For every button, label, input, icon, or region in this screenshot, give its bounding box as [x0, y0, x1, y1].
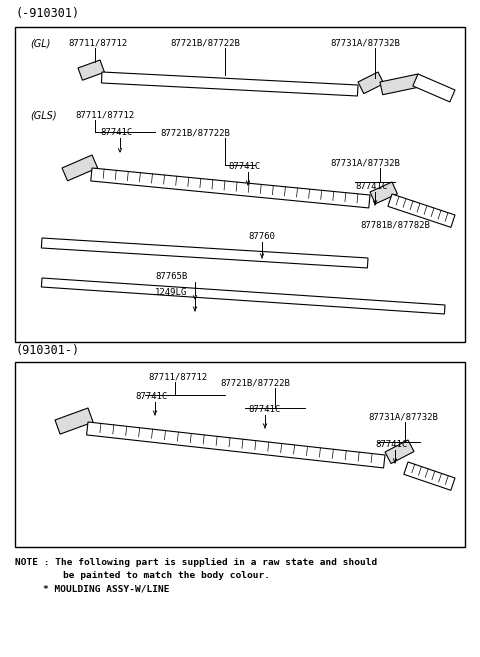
Text: (GL): (GL)	[30, 38, 50, 48]
Polygon shape	[380, 74, 420, 95]
Polygon shape	[62, 155, 97, 181]
Text: 87741C: 87741C	[100, 128, 132, 137]
Text: 87741C: 87741C	[228, 162, 260, 171]
Text: 87781B/87782B: 87781B/87782B	[360, 220, 430, 229]
Polygon shape	[91, 168, 370, 208]
Text: 87741C: 87741C	[135, 392, 167, 401]
Text: 87731A/87732B: 87731A/87732B	[330, 158, 400, 167]
Polygon shape	[41, 278, 445, 314]
Polygon shape	[101, 72, 358, 96]
Polygon shape	[78, 60, 105, 80]
Polygon shape	[55, 408, 93, 434]
Polygon shape	[358, 72, 384, 94]
Text: (GLS): (GLS)	[30, 110, 57, 120]
Text: * MOULDING ASSY-W/LINE: * MOULDING ASSY-W/LINE	[43, 584, 169, 593]
Polygon shape	[413, 74, 455, 102]
Bar	[15, 27, 465, 342]
Text: 87760: 87760	[248, 232, 275, 241]
Polygon shape	[385, 440, 414, 464]
Text: (-910301): (-910301)	[15, 7, 79, 20]
Text: be painted to match the body colour.: be painted to match the body colour.	[63, 571, 270, 580]
Text: 87721B/87722B: 87721B/87722B	[170, 38, 240, 47]
Bar	[15, 362, 465, 547]
Text: (910301-): (910301-)	[15, 344, 79, 357]
Text: 87711/87712: 87711/87712	[148, 372, 207, 381]
Text: 87731A/87732B: 87731A/87732B	[368, 412, 438, 421]
Text: 1249LG: 1249LG	[155, 288, 187, 297]
Text: 87741C: 87741C	[248, 405, 280, 414]
Polygon shape	[370, 182, 397, 204]
Text: 87731A/87732B: 87731A/87732B	[330, 38, 400, 47]
Text: 87741C: 87741C	[375, 440, 407, 449]
Text: 87765B: 87765B	[155, 272, 187, 281]
Text: 87711/87712: 87711/87712	[68, 38, 127, 47]
Polygon shape	[41, 238, 368, 268]
Text: 87721B/87722B: 87721B/87722B	[160, 128, 230, 137]
Text: 87741C: 87741C	[355, 182, 387, 191]
Text: 87721B/87722B: 87721B/87722B	[220, 378, 290, 387]
Polygon shape	[404, 462, 455, 490]
Text: NOTE : The following part is supplied in a raw state and should: NOTE : The following part is supplied in…	[15, 558, 377, 567]
Polygon shape	[388, 194, 455, 227]
Polygon shape	[86, 422, 385, 468]
Text: 87711/87712: 87711/87712	[75, 110, 134, 119]
